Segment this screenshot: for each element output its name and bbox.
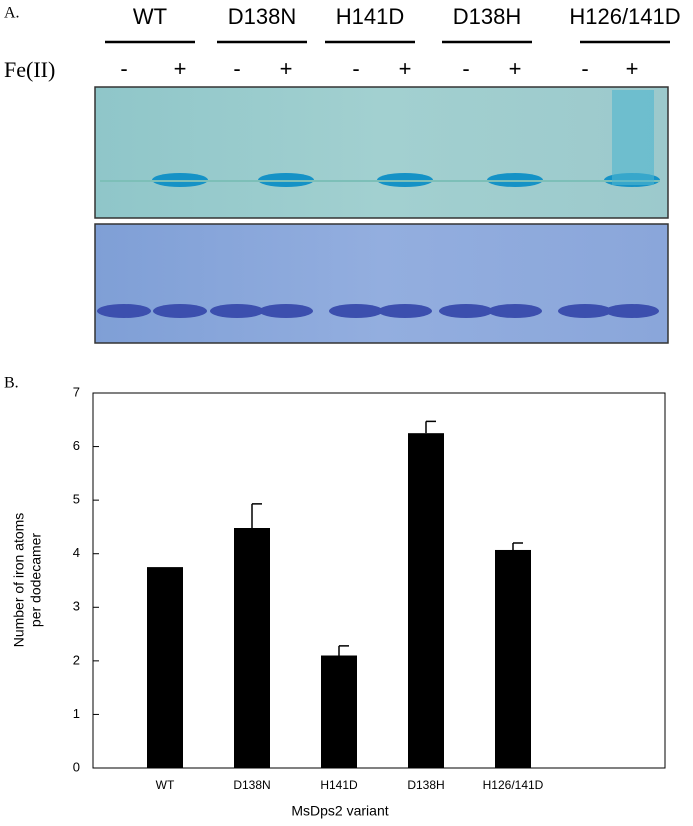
variant-label: D138H (453, 4, 521, 29)
y-tick-label: 5 (73, 492, 80, 507)
lane-sign: + (399, 56, 412, 81)
lane-sign: - (462, 56, 469, 81)
gel-band (153, 304, 207, 318)
lane-sign: + (509, 56, 522, 81)
y-axis-label: Number of iron atoms (11, 513, 27, 648)
error-bar (251, 503, 262, 528)
gel-top (94, 86, 669, 219)
bar (234, 528, 270, 768)
lane-sign: - (233, 56, 240, 81)
y-tick-label: 0 (73, 759, 80, 774)
y-tick-label: 3 (73, 599, 80, 614)
variant-label: H126/141D (569, 4, 680, 29)
y-tick-label: 4 (73, 545, 80, 560)
x-tick-label: WT (156, 778, 175, 792)
bar (147, 567, 183, 768)
y-tick-label: 7 (73, 384, 80, 399)
error-bar (425, 420, 436, 434)
gel-band (378, 304, 432, 318)
x-axis-label: MsDps2 variant (291, 803, 388, 819)
y-tick-label: 2 (73, 652, 80, 667)
gel-band (558, 304, 612, 318)
variant-label: D138N (228, 4, 296, 29)
gel-band (488, 304, 542, 318)
bar (495, 549, 531, 768)
x-tick-label: D138H (407, 778, 444, 792)
y-tick-label: 6 (73, 438, 80, 453)
variant-label: H141D (336, 4, 404, 29)
gel-band (210, 304, 264, 318)
y-tick-label: 1 (73, 706, 80, 721)
gel-band (439, 304, 493, 318)
panel-label: A. (4, 5, 20, 22)
error-bar (338, 645, 349, 656)
gel-bottom (94, 223, 669, 344)
gel-band (605, 304, 659, 318)
lane-sign: + (174, 56, 187, 81)
panel-label: B. (4, 375, 19, 392)
lane-sign: - (352, 56, 359, 81)
lane-sign: - (581, 56, 588, 81)
x-tick-label: D138N (233, 778, 270, 792)
gel-band (259, 304, 313, 318)
variant-label: WT (133, 4, 167, 29)
bar (408, 433, 444, 768)
fe-label: Fe(II) (4, 57, 55, 82)
bar (321, 655, 357, 768)
error-bar (512, 542, 523, 550)
lane-sign: - (120, 56, 127, 81)
lane-sign: + (280, 56, 293, 81)
lane-sign: + (626, 56, 639, 81)
plot-frame (92, 392, 666, 769)
gel-band (329, 304, 383, 318)
gel-smear (612, 90, 654, 185)
x-tick-label: H126/141D (483, 778, 544, 792)
y-axis-label: per dodecamer (28, 533, 44, 628)
x-tick-label: H141D (320, 778, 358, 792)
gel-band (97, 304, 151, 318)
